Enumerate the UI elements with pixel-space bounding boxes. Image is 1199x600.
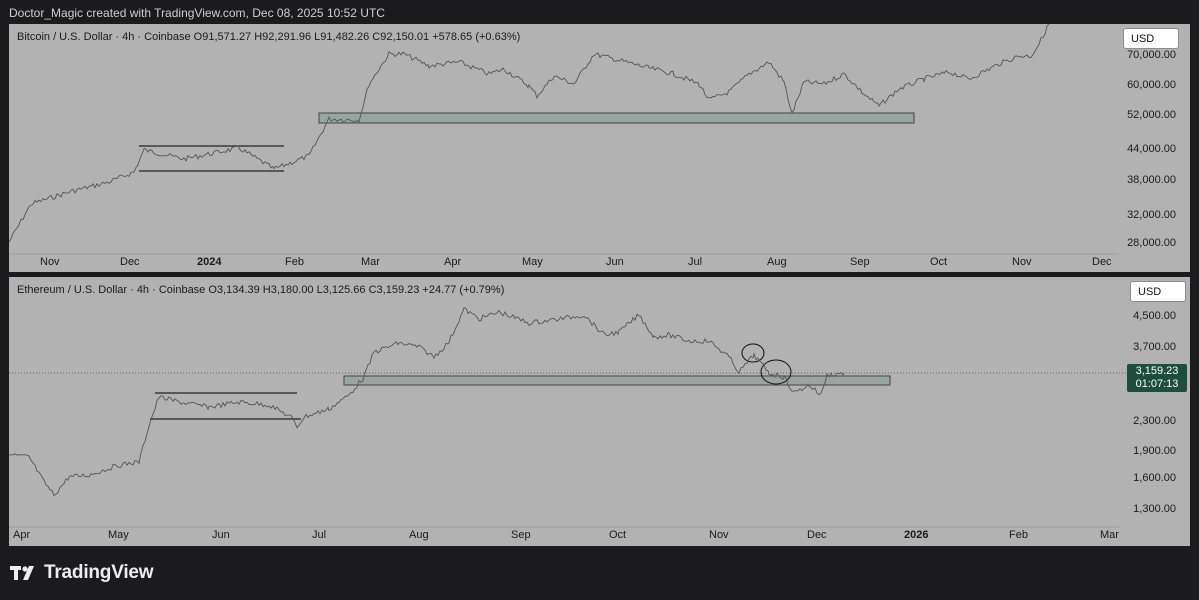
eth-last-price: 3,159.23 xyxy=(1135,365,1179,377)
author-line: Doctor_Magic created with TradingView.co… xyxy=(9,6,385,20)
eth-y-tick: 1,600.00 xyxy=(1133,472,1176,484)
btc-x-tick: Nov xyxy=(1012,256,1032,268)
eth-x-tick: Dec xyxy=(807,529,827,541)
eth-price-line xyxy=(9,307,845,497)
btc-y-tick: 52,000.00 xyxy=(1127,109,1176,121)
chart-header: Doctor_Magic created with TradingView.co… xyxy=(0,0,1199,24)
btc-y-tick: 60,000.00 xyxy=(1127,79,1176,91)
btc-y-tick: 70,000.00 xyxy=(1127,49,1176,61)
btc-x-tick: Feb xyxy=(285,256,304,268)
btc-y-tick: 44,000.00 xyxy=(1127,143,1176,155)
btc-x-tick: 2024 xyxy=(197,256,222,268)
eth-x-tick: Feb xyxy=(1009,529,1028,541)
eth-x-tick: May xyxy=(108,529,129,541)
btc-x-tick: Apr xyxy=(444,256,462,268)
eth-bar-countdown: 01:07:13 xyxy=(1135,378,1179,390)
eth-x-tick: Sep xyxy=(511,529,531,541)
eth-y-tick: 3,700.00 xyxy=(1133,341,1176,353)
eth-symbol-title: Ethereum / U.S. Dollar · 4h · Coinbase O… xyxy=(17,284,505,296)
tradingview-logo-icon xyxy=(10,566,34,580)
btc-x-tick: Jul xyxy=(688,256,703,268)
eth-x-tick: Aug xyxy=(409,529,429,541)
btc-x-tick: Dec xyxy=(120,256,140,268)
eth-support-zone xyxy=(343,375,891,386)
btc-x-tick: Sep xyxy=(850,256,870,268)
btc-x-tick: Jun xyxy=(606,256,624,268)
eth-price-plot[interactable] xyxy=(9,277,1190,546)
eth-y-tick: 4,500.00 xyxy=(1133,310,1176,322)
btc-x-tick: Mar xyxy=(361,256,380,268)
btc-currency-button[interactable]: USD xyxy=(1123,28,1179,49)
tradingview-brand-text: TradingView xyxy=(44,562,154,583)
btc-price-line xyxy=(9,24,1050,243)
btc-y-tick: 28,000.00 xyxy=(1127,237,1176,249)
eth-chart-pane[interactable]: Ethereum / U.S. Dollar · 4h · Coinbase O… xyxy=(9,277,1190,546)
btc-support-zone xyxy=(318,112,915,124)
btc-x-tick: Dec xyxy=(1092,256,1112,268)
eth-x-tick: Nov xyxy=(709,529,729,541)
eth-y-tick: 1,300.00 xyxy=(1133,503,1176,515)
tradingview-logo: TradingView xyxy=(10,562,154,586)
eth-price-scale xyxy=(1119,277,1190,546)
btc-chart-pane[interactable]: Bitcoin / U.S. Dollar · 4h · Coinbase O9… xyxy=(9,24,1190,272)
eth-x-tick: Apr xyxy=(13,529,31,541)
btc-x-tick: May xyxy=(522,256,543,268)
btc-x-tick: Oct xyxy=(930,256,948,268)
eth-x-tick: Jun xyxy=(212,529,230,541)
eth-x-tick: Jul xyxy=(312,529,327,541)
eth-last-price-label: 3,159.23 01:07:13 xyxy=(1127,364,1187,392)
btc-symbol-title: Bitcoin / U.S. Dollar · 4h · Coinbase O9… xyxy=(17,31,521,43)
btc-price-scale xyxy=(1119,24,1190,272)
btc-x-tick: Nov xyxy=(40,256,60,268)
btc-y-tick: 38,000.00 xyxy=(1127,174,1176,186)
eth-annotation-circle xyxy=(741,343,765,363)
eth-x-tick: Oct xyxy=(609,529,627,541)
btc-price-plot[interactable] xyxy=(9,24,1190,272)
eth-y-tick: 2,300.00 xyxy=(1133,415,1176,427)
eth-x-tick: Mar xyxy=(1100,529,1119,541)
btc-x-tick: Aug xyxy=(767,256,787,268)
eth-annotation-circle xyxy=(760,359,792,385)
eth-x-tick: 2026 xyxy=(904,529,929,541)
eth-currency-button[interactable]: USD xyxy=(1130,281,1186,302)
eth-y-tick: 1,900.00 xyxy=(1133,445,1176,457)
btc-y-tick: 32,000.00 xyxy=(1127,209,1176,221)
